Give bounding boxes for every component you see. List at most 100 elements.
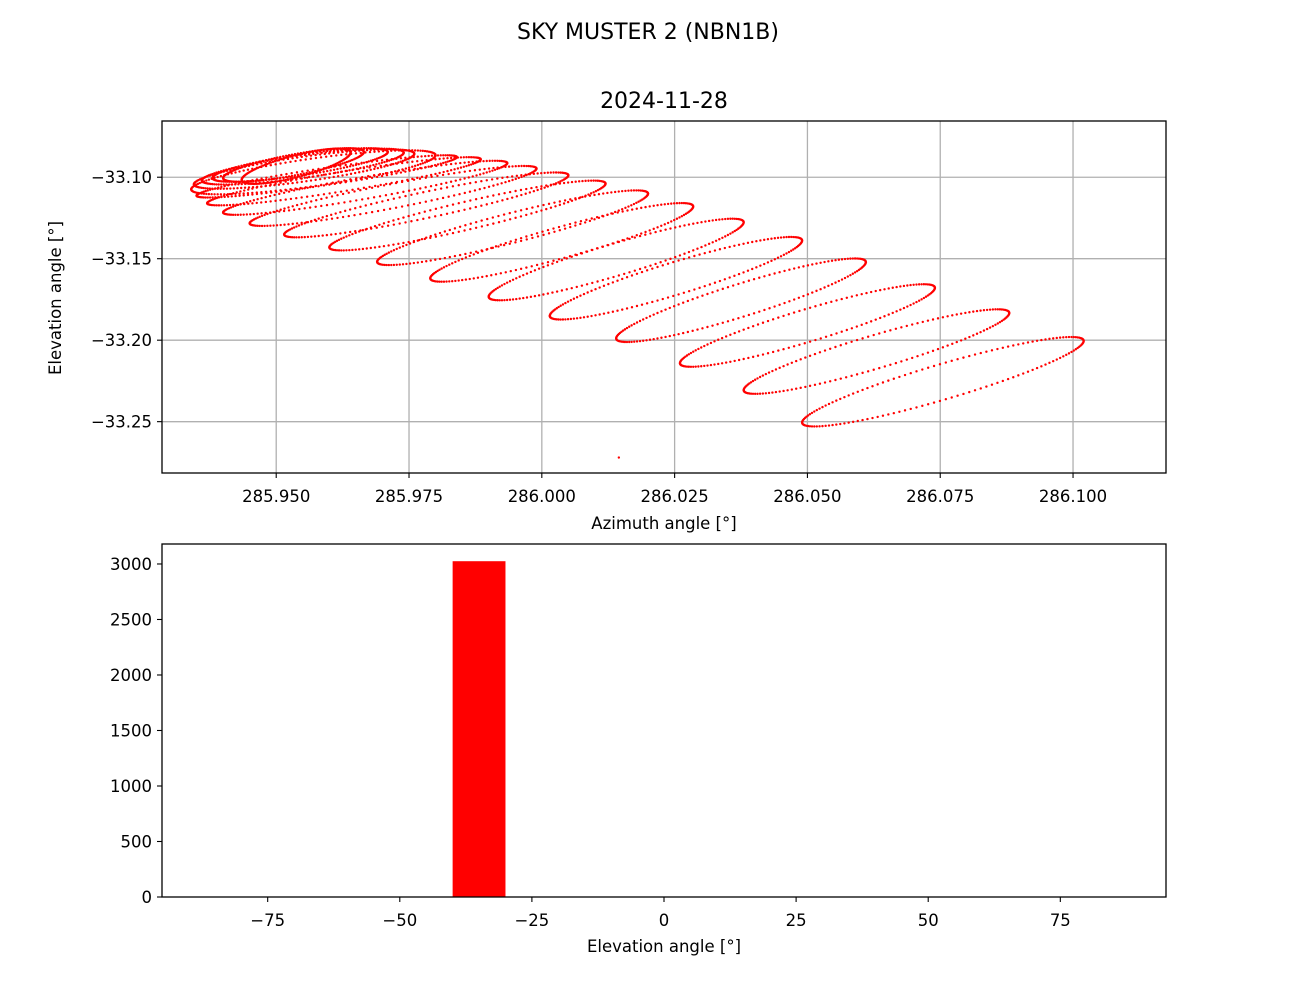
trajectory-point [416, 159, 419, 163]
trajectory-point [445, 181, 448, 185]
trajectory-point [909, 303, 912, 307]
trajectory-point [535, 263, 539, 267]
trajectory-point [324, 155, 328, 158]
trajectory-point [926, 319, 930, 322]
trajectory-point [656, 204, 659, 207]
trajectory-point [457, 209, 460, 213]
trajectory-point [469, 251, 472, 255]
trajectory-point [385, 163, 388, 167]
trajectory-point [328, 192, 331, 195]
trajectory-point [823, 381, 827, 384]
trajectory-point [488, 170, 491, 173]
trajectory-point [782, 314, 785, 318]
trajectory-point [706, 325, 709, 329]
trajectory-point [818, 425, 821, 428]
trajectory-point [975, 332, 979, 335]
trajectory-point [759, 239, 762, 242]
trajectory-point [621, 277, 624, 281]
trajectory-point [792, 248, 795, 251]
trajectory-point [392, 223, 396, 226]
trajectory-point [687, 365, 691, 368]
trajectory-point [903, 409, 907, 412]
trajectory-point [528, 173, 532, 176]
trajectory-point [300, 155, 303, 159]
trajectory-point [973, 353, 977, 356]
trajectory-point [326, 149, 329, 153]
trajectory-point [355, 148, 359, 151]
trajectory-point [1026, 341, 1030, 344]
trajectory-point [620, 189, 624, 193]
trajectory-point [607, 282, 610, 286]
trajectory-point [839, 397, 842, 401]
trajectory-point [496, 183, 499, 186]
trajectory-point [246, 192, 250, 195]
trajectory-point [530, 265, 533, 268]
trajectory-point [926, 403, 930, 406]
trajectory-point [242, 194, 245, 197]
trajectory-point [861, 337, 864, 340]
trajectory-point [525, 296, 529, 299]
trajectory-point [440, 164, 443, 167]
trajectory-point [395, 263, 398, 267]
trajectory-point [361, 229, 365, 232]
trajectory-point [766, 238, 770, 241]
trajectory-point [219, 171, 222, 174]
trajectory-point [830, 300, 833, 304]
trajectory-point [847, 394, 850, 397]
trajectory-point [314, 184, 317, 188]
trajectory-point [633, 269, 637, 272]
trajectory-point [392, 249, 396, 252]
trajectory-point [625, 307, 629, 310]
trajectory-point [936, 347, 940, 351]
trajectory-point [697, 365, 700, 368]
trajectory-point [742, 281, 745, 284]
trajectory-point [606, 243, 610, 247]
trajectory-point [311, 185, 315, 189]
trajectory-point [558, 200, 562, 203]
trajectory-point [562, 181, 566, 185]
trajectory-point [342, 236, 345, 239]
trajectory-point [540, 187, 543, 191]
trajectory-point [252, 212, 256, 216]
trajectory-point [747, 326, 750, 330]
trajectory-point [979, 387, 982, 390]
trajectory-point [718, 279, 722, 283]
trajectory-point [485, 171, 488, 174]
trajectory-point [380, 161, 384, 164]
trajectory-point [295, 178, 298, 181]
trajectory-point [668, 306, 671, 310]
trajectory-point [1031, 340, 1034, 343]
trajectory-point [247, 188, 250, 191]
trajectory-point [625, 326, 629, 330]
trajectory-point [274, 163, 277, 166]
trajectory-point [660, 310, 663, 313]
trajectory-point [835, 423, 838, 426]
trajectory-point [217, 204, 221, 207]
trajectory-point [731, 318, 735, 321]
trajectory-point [285, 172, 288, 176]
trajectory-point [242, 201, 245, 205]
trajectory-point [442, 280, 446, 283]
trajectory-point [915, 300, 918, 304]
trajectory-point [317, 234, 320, 238]
trajectory-point [376, 185, 380, 188]
trajectory-point [270, 175, 273, 178]
trajectory-point [204, 196, 207, 199]
trajectory-point [694, 349, 697, 352]
trajectory-point [564, 301, 567, 305]
trajectory-point [633, 322, 636, 326]
trajectory-point [761, 353, 765, 356]
trajectory-point [341, 162, 344, 165]
trajectory-point [215, 204, 218, 207]
trajectory-point [324, 167, 328, 170]
trajectory-point [405, 243, 408, 247]
trajectory-point [404, 156, 407, 160]
trajectory-point [955, 340, 958, 344]
trajectory-point [264, 161, 267, 164]
trajectory-point [815, 262, 818, 265]
trajectory-point [277, 183, 281, 186]
trajectory-point [217, 183, 220, 186]
trajectory-point [291, 205, 294, 208]
trajectory-point [707, 219, 711, 223]
